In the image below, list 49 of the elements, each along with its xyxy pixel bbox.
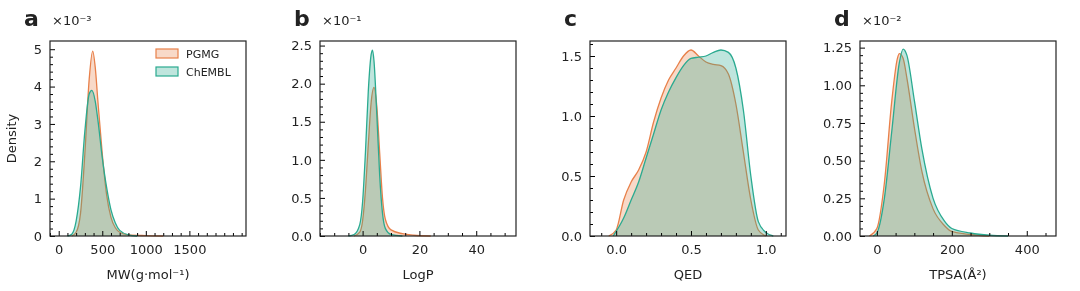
y-tick-label: 0.25 [823,190,852,206]
y-tick-label: 2.5 [291,38,312,54]
x-tick-label: 1500 [173,242,207,258]
y-tick-label: 0.50 [823,153,852,169]
y-tick-label: 0.5 [561,168,582,184]
chart-title: d [834,6,850,31]
y-tick-label: 0.0 [561,228,582,244]
x-axis-title: LogP [402,267,434,282]
y-tick-label: 0.00 [823,228,852,244]
x-axis-title: MW(g·mol⁻¹) [106,267,190,282]
x-axis-title: QED [673,267,703,282]
x-tick-label: 0 [358,242,368,258]
chart-title: c [564,6,578,31]
y-tick-label: 1 [33,191,42,207]
y-tick-label: 5 [33,41,42,57]
y-tick-label: 1.00 [823,77,852,93]
x-tick-label: 1000 [129,242,163,258]
legend-label: ChEMBL [186,66,232,79]
y-tick-label: 1.25 [823,40,852,56]
text: ×10⁻² [862,13,902,28]
y-tick-label: 0.0 [291,228,312,244]
x-tick-label: 0.5 [681,242,702,258]
x-tick-label: 40 [468,242,486,258]
y-tick-label: 1.5 [291,114,312,130]
y-tick-label: 1.5 [561,48,582,64]
x-axis-title: TPSA(Å²) [928,267,987,282]
y-axis-title: Density [4,113,19,164]
x-tick-label: 400 [1014,242,1040,258]
legend-label: PGMG [186,48,220,61]
x-tick-label: 0.0 [606,242,628,258]
x-tick-label: 1.0 [755,242,777,258]
chart-title: b [294,6,310,31]
text: ×10⁻¹ [322,13,362,28]
text: ×10⁻³ [52,13,92,28]
y-tick-label: 3 [33,116,42,132]
y-tick-label: 4 [33,79,42,95]
x-tick-label: 0 [55,242,64,258]
y-tick-label: 2 [33,153,42,169]
x-tick-label: 0 [873,242,882,258]
y-tick-label: 1.0 [291,152,312,168]
y-tick-label: 0.75 [823,115,852,131]
y-tick-label: 0.5 [291,190,312,206]
y-tick-label: 1.0 [561,108,582,124]
y-tick-label: 0 [33,228,42,244]
x-tick-label: 20 [411,242,429,258]
x-tick-label: 200 [939,242,965,258]
chart-title: a [24,6,39,31]
x-tick-label: 500 [90,242,116,258]
y-tick-label: 2.0 [291,76,312,92]
